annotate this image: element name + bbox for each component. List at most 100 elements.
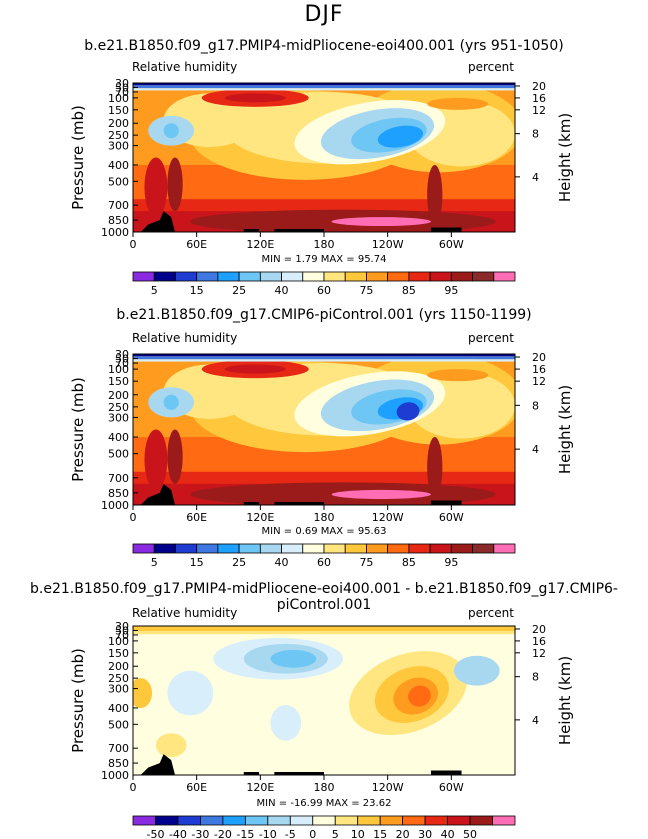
colorbar-swatch	[429, 543, 452, 554]
y-tick-label: 70	[115, 357, 129, 370]
colorbar-label: 40	[441, 828, 455, 839]
panel-3-colorbar: -50 -40 -30 -20 -15 -10 -5 0 5 10 15 20 30 40 50	[132, 815, 516, 839]
colorbar-swatch	[200, 815, 224, 826]
colorbar-swatch	[472, 543, 495, 554]
colorbar-swatch	[402, 815, 426, 826]
colorbar-label: 15	[190, 556, 204, 569]
colorbar-swatch	[450, 271, 473, 282]
colorbar-swatch	[281, 543, 304, 554]
y2-tick-label: 4	[532, 443, 539, 456]
panel-3-title: b.e21.B1850.f09_g17.PMIP4-midPliocene-eo…	[30, 581, 618, 613]
panel-1-right-label: percent	[468, 60, 514, 74]
y2-axis-label: Height (km)	[556, 656, 574, 745]
colorbar-swatch	[408, 271, 431, 282]
colorbar-label: 5	[151, 556, 158, 569]
panel-3-left-label: Relative humidity	[132, 606, 238, 620]
colorbar-swatch	[492, 815, 516, 826]
y2-tick-label: 16	[532, 635, 546, 648]
y-tick-label: 30	[115, 620, 129, 633]
colorbar-label: 85	[402, 556, 416, 569]
y-tick-label: 50	[115, 624, 129, 637]
colorbar-swatch	[217, 543, 240, 554]
x-tick-label: 120E	[246, 238, 274, 251]
panel-2-left-label: Relative humidity	[132, 331, 238, 345]
colorbar-swatch	[493, 271, 516, 282]
y-tick-label: 850	[108, 487, 129, 500]
colorbar-swatch	[323, 271, 346, 282]
colorbar-label: 50	[463, 828, 477, 839]
x-tick-label: 180	[314, 781, 335, 794]
y-tick-label: 500	[108, 718, 129, 731]
y-tick-label: 500	[108, 175, 129, 188]
y2-tick-label: 16	[532, 92, 546, 105]
x-tick-label: 120W	[372, 781, 404, 794]
x-tick-label: 60W	[439, 238, 464, 251]
colorbar-swatch	[281, 271, 304, 282]
x-tick-label: 60E	[186, 511, 207, 524]
x-tick-label: 180	[314, 238, 335, 251]
colorbar-swatch	[429, 271, 452, 282]
colorbar-label: -40	[169, 828, 187, 839]
colorbar-swatch	[222, 815, 246, 826]
y-tick-label: 50	[115, 81, 129, 94]
panel-2-right-label: percent	[468, 331, 514, 345]
colorbar-swatch	[175, 543, 198, 554]
colorbar-swatch	[387, 543, 410, 554]
y2-tick-label: 12	[532, 104, 546, 117]
y-tick-label: 30	[115, 77, 129, 90]
colorbar-label: 95	[444, 284, 458, 297]
colorbar-swatch	[312, 815, 336, 826]
colorbar-swatch	[357, 815, 381, 826]
colorbar-swatch	[132, 815, 156, 826]
panel-3-field: 3050701001502002503004005007008501000201…	[69, 620, 574, 839]
y-tick-label: 700	[108, 199, 129, 212]
y2-tick-label: 20	[532, 80, 546, 93]
colorbar-label: 0	[309, 828, 316, 839]
y2-tick-label: 8	[532, 399, 539, 412]
y-tick-label: 400	[108, 159, 129, 172]
colorbar-swatch	[244, 815, 269, 826]
colorbar-swatch	[323, 543, 346, 554]
colorbar-label: 40	[275, 556, 289, 569]
y-axis-label: Pressure (mb)	[69, 105, 87, 210]
colorbar-label: 75	[359, 556, 373, 569]
colorbar-swatch	[132, 543, 155, 554]
colorbar-swatch	[289, 815, 314, 826]
x-tick-label: 180	[314, 511, 335, 524]
colorbar-label: 15	[373, 828, 387, 839]
panel-1-field: 3050701001502002503004005007008501000201…	[69, 77, 574, 297]
colorbar-swatch	[469, 815, 493, 826]
colorbar-swatch	[447, 815, 471, 826]
colorbar-swatch	[238, 271, 261, 282]
panel-3-right-label: percent	[468, 606, 514, 620]
colorbar-swatch	[344, 543, 367, 554]
colorbar-label: 85	[402, 284, 416, 297]
y-tick-label: 150	[108, 647, 129, 660]
colorbar-label: -20	[214, 828, 232, 839]
colorbar-label: 40	[275, 284, 289, 297]
colorbar-label: 95	[444, 556, 458, 569]
y-tick-label: 250	[108, 672, 129, 685]
y-tick-label: 300	[108, 411, 129, 424]
panel-2-stats: MIN = 0.69 MAX = 95.63	[261, 526, 387, 537]
y-tick-label: 1000	[101, 769, 129, 782]
y-tick-label: 850	[108, 757, 129, 770]
colorbar-label: 60	[317, 556, 331, 569]
colorbar-swatch	[379, 815, 404, 826]
y2-tick-label: 20	[532, 351, 546, 364]
panel-1-colorbar: 5 15 25 40 60 75 85 95	[132, 271, 516, 297]
x-tick-label: 60E	[186, 238, 207, 251]
colorbar-label: -5	[285, 828, 296, 839]
colorbar-label: 60	[317, 284, 331, 297]
colorbar-label: -15	[236, 828, 254, 839]
y-tick-label: 300	[108, 140, 129, 153]
y-tick-label: 250	[108, 401, 129, 414]
colorbar-swatch	[302, 543, 325, 554]
y-tick-label: 100	[108, 363, 129, 376]
y-tick-label: 100	[108, 92, 129, 105]
colorbar-label: 25	[232, 556, 246, 569]
y-tick-label: 300	[108, 683, 129, 696]
y2-tick-label: 12	[532, 375, 546, 388]
x-tick-label: 60W	[439, 781, 464, 794]
panel-2-colorbar: 5 15 25 40 60 75 85 95	[132, 543, 516, 569]
